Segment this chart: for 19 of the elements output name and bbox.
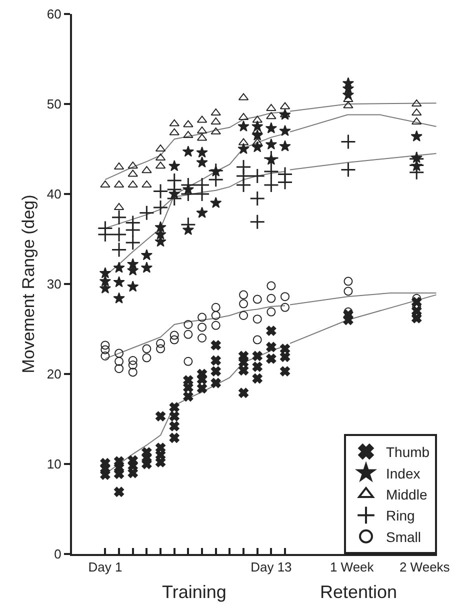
y-tick-label: 20: [46, 366, 62, 382]
y-axis-title: Movement Range (deg): [18, 194, 38, 374]
y-tick-label: 60: [46, 6, 62, 22]
legend-label: Index: [386, 465, 420, 482]
x-tick-label: 1 Week: [330, 560, 374, 575]
x-tick-label: Day 1: [88, 560, 122, 575]
legend-label: Small: [386, 528, 422, 545]
x-axis-title: Retention: [320, 582, 398, 602]
y-tick-label: 0: [54, 546, 62, 562]
y-tick-label: 10: [46, 456, 62, 472]
legend-label: Ring: [386, 508, 415, 524]
x-axis-title: Training: [162, 582, 226, 602]
x-tick-label: 2 Weeks: [399, 560, 450, 575]
legend-label: Middle: [386, 486, 428, 502]
legend-label: Thumb: [386, 444, 430, 460]
x-tick-label: Day 13: [250, 560, 292, 575]
y-tick-label: 50: [46, 96, 62, 112]
y-tick-label: 40: [46, 186, 62, 202]
y-tick-label: 30: [46, 276, 62, 292]
